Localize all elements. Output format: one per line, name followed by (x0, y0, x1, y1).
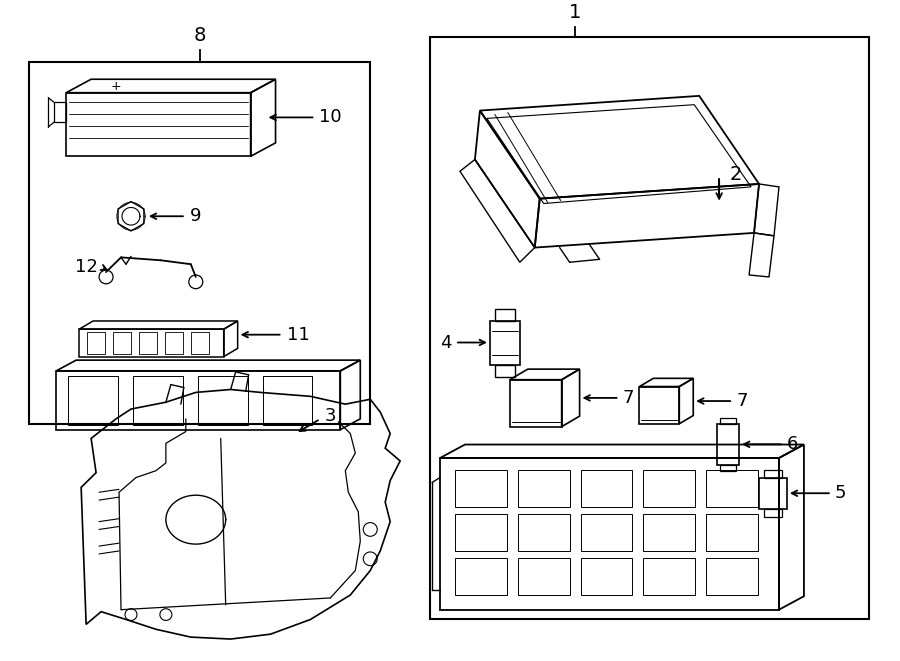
Text: 9: 9 (190, 208, 202, 225)
Text: 7: 7 (736, 392, 748, 410)
Text: 7: 7 (623, 389, 634, 407)
Text: 4: 4 (440, 334, 452, 352)
Text: +: + (110, 80, 121, 93)
Text: 12: 12 (76, 258, 98, 276)
Text: 8: 8 (194, 26, 206, 45)
Text: 1: 1 (569, 3, 580, 22)
Text: 10: 10 (320, 108, 342, 126)
Text: 3: 3 (324, 407, 336, 425)
Text: 2: 2 (729, 165, 742, 184)
Text: 5: 5 (835, 485, 846, 502)
Text: 11: 11 (286, 326, 310, 344)
Text: 6: 6 (787, 436, 798, 453)
